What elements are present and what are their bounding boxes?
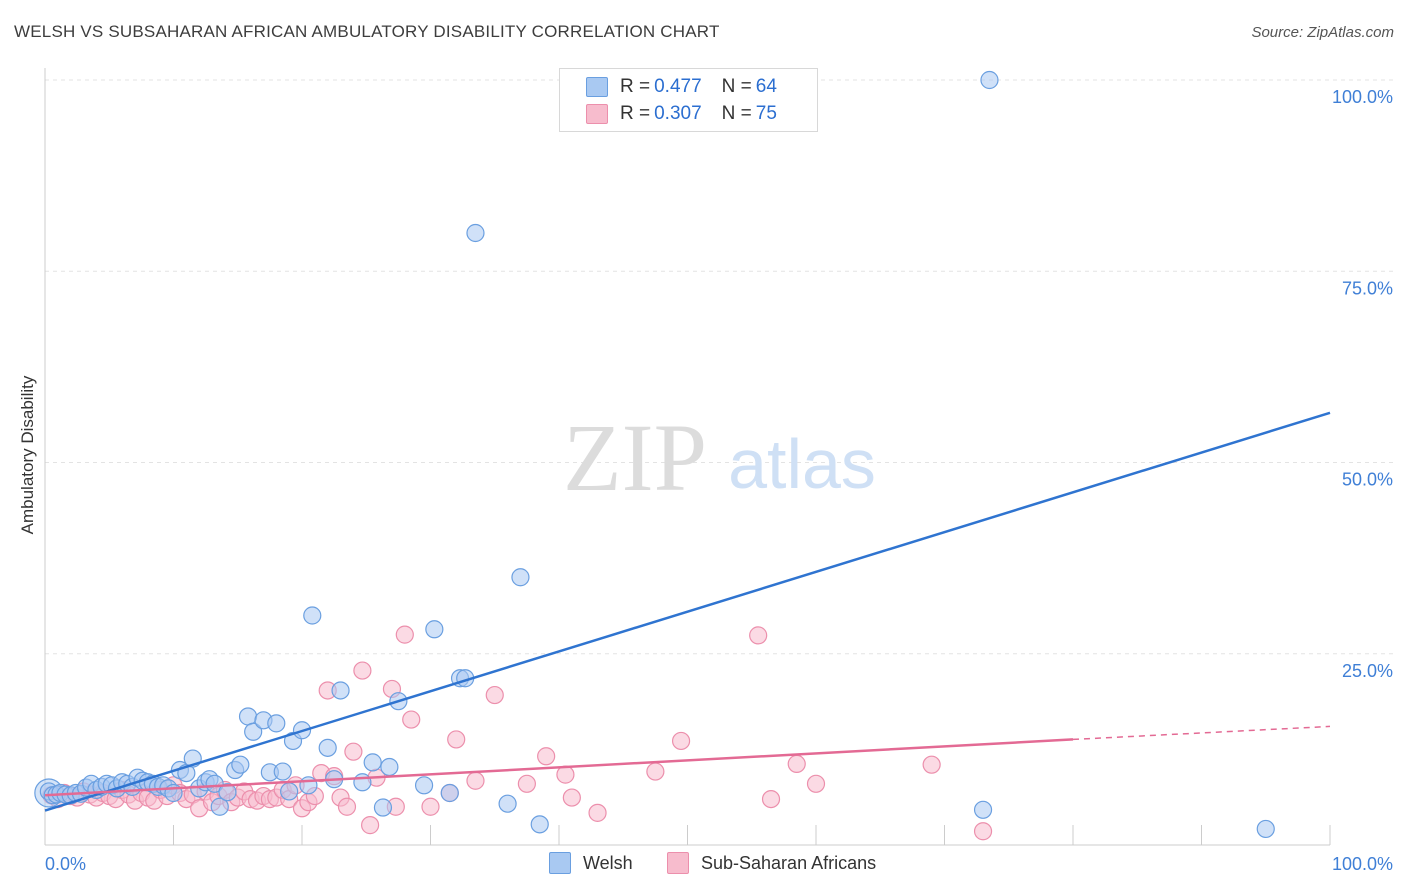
y-tick-label: 50.0% [1342, 470, 1393, 490]
correlation-legend: R = 0.477 N = 64 R = 0.307 N = 75 [559, 68, 818, 132]
subsaharan-point [806, 774, 826, 793]
welsh-point [973, 800, 993, 819]
subsaharan-point [537, 747, 556, 766]
subsaharan-trend-line [44, 738, 1074, 797]
subsaharan-point [344, 742, 363, 761]
welsh-point [530, 815, 549, 834]
welsh-point [318, 738, 337, 757]
subsaharan-point [517, 774, 536, 793]
trend-lines [44, 411, 1331, 812]
y-tick-label: 100.0% [1332, 87, 1393, 107]
axes [44, 68, 1331, 846]
subsaharan-point [337, 797, 357, 816]
subsaharan-swatch [586, 104, 608, 124]
welsh-point [1256, 819, 1275, 839]
welsh-point [511, 568, 530, 587]
welsh-point [440, 783, 459, 803]
welsh-point [414, 776, 434, 795]
subsaharan-point [671, 731, 691, 751]
n-value: 64 [755, 76, 777, 97]
subsaharan-point [787, 754, 806, 774]
legend-item-welsh: Welsh [549, 852, 633, 874]
welsh-point [210, 797, 229, 816]
subsaharan-point [466, 771, 485, 790]
tick-labels: 25.0% 50.0% 75.0% 100.0% 0.0% 100.0% [45, 87, 1393, 874]
welsh-point [280, 782, 299, 801]
welsh-point [363, 753, 382, 772]
subsaharan-point [556, 765, 575, 784]
legend-item-subsaharan: Sub-Saharan Africans [667, 852, 876, 874]
welsh-point [218, 783, 237, 802]
welsh-point [353, 773, 372, 792]
welsh-point [498, 794, 517, 813]
y-tick-label: 75.0% [1342, 278, 1393, 298]
subsaharan-point [421, 797, 440, 816]
subsaharan-point [361, 816, 380, 835]
welsh-swatch [586, 77, 608, 97]
subsaharan-point [402, 710, 421, 729]
welsh-point [205, 774, 224, 793]
legend-row-subsaharan: R = 0.307 N = 75 [586, 102, 797, 126]
x-tick-label: 0.0% [45, 854, 86, 874]
watermark-atlas: atlas [728, 425, 876, 503]
legend-row-welsh: R = 0.477 N = 64 [586, 75, 797, 99]
legend-welsh-label: Welsh [583, 852, 633, 873]
r-label: R = [620, 103, 651, 124]
welsh-point [466, 223, 485, 243]
legend-subsaharan-label: Sub-Saharan Africans [701, 852, 877, 873]
x-tick-label: 100.0% [1332, 854, 1393, 874]
subsaharan-trend-extension [1072, 725, 1331, 741]
subsaharan-point [749, 626, 768, 645]
welsh-point [238, 707, 258, 726]
y-axis-label: Ambulatory Disability [18, 375, 37, 535]
watermark-zip: ZIP [563, 404, 707, 511]
welsh-point [380, 757, 399, 777]
subsaharan-point [646, 762, 665, 781]
r-label: R = [620, 76, 651, 97]
welsh-point [231, 755, 250, 774]
welsh-swatch [549, 852, 571, 874]
subsaharan-point [562, 788, 581, 807]
y-tick-label: 25.0% [1342, 661, 1393, 681]
source-label: Source: ZipAtlas.com [1251, 24, 1394, 41]
n-label: N = [721, 103, 752, 124]
chart-title: WELSH VS SUBSAHARAN AFRICAN AMBULATORY D… [14, 22, 720, 41]
welsh-point [373, 798, 393, 817]
n-value: 75 [755, 103, 777, 124]
welsh-trend-line [44, 411, 1331, 812]
welsh-point [267, 714, 286, 733]
welsh-point [331, 681, 350, 700]
welsh-point [273, 762, 292, 781]
n-label: N = [721, 76, 752, 97]
subsaharan-point [761, 789, 781, 809]
series-legend: Welsh Sub-Saharan Africans [0, 852, 1406, 878]
welsh-point [425, 620, 444, 639]
subsaharan-point [447, 730, 466, 749]
subsaharan-point [395, 625, 414, 644]
subsaharan-points [42, 625, 993, 841]
subsaharan-point [588, 803, 607, 822]
subsaharan-point [485, 685, 504, 705]
welsh-point [299, 776, 318, 795]
welsh-point [980, 70, 999, 90]
r-value: 0.477 [654, 76, 702, 97]
subsaharan-point [353, 661, 372, 680]
subsaharan-point [973, 822, 993, 841]
subsaharan-swatch [667, 852, 689, 874]
subsaharan-point [922, 755, 941, 774]
r-value: 0.307 [654, 103, 702, 124]
welsh-point [303, 606, 322, 625]
welsh-point [244, 722, 263, 741]
grid-lines [45, 79, 1395, 655]
